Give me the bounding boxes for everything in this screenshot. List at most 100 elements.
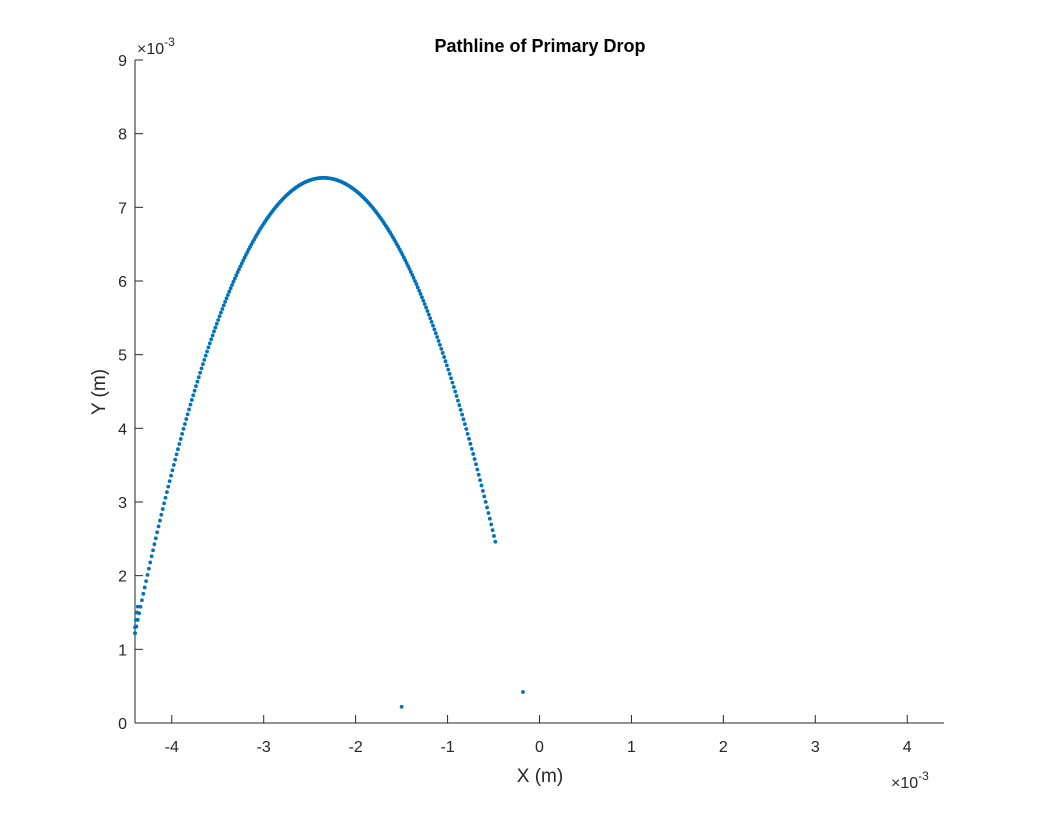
scatter-point [411,276,416,280]
y-tick-label: 5 [118,348,127,365]
scatter-point [426,312,431,317]
scatter-point [164,490,169,495]
scatter-point [241,258,246,263]
scatter-point [225,293,230,297]
x-ticks: -4 -3 -2 -1 0 1 2 3 4 [165,715,912,756]
scatter-point [435,335,440,339]
scatter-point [158,518,162,523]
scatter-point [469,446,474,451]
scatter-point [202,357,207,362]
scatter-point [492,534,496,538]
scatter-point [209,337,214,342]
scatter-point [141,591,146,596]
scatter-point [163,495,168,500]
y-tick-label: 7 [118,200,127,217]
scatter-point [212,329,216,334]
x-exponent-power: -3 [918,769,929,783]
scatter-point [410,272,415,277]
y-exponent-power: -3 [164,35,175,49]
scatter-point [472,457,477,461]
scatter-point [151,548,155,553]
scatter-point [432,327,437,332]
scatter-series [133,175,525,709]
y-tick-label: 8 [118,127,127,144]
y-tick-label: 6 [118,274,127,291]
scatter-point [180,432,185,436]
y-ticks: 0 1 2 3 4 5 6 7 8 9 [118,53,143,733]
scatter-point [443,359,448,364]
scatter-point [133,631,137,636]
scatter-point [462,422,467,427]
scatter-point [201,362,205,367]
scatter-point [487,516,492,521]
scatter-point [417,288,422,293]
scatter-point [460,412,465,417]
scatter-point [145,572,150,577]
scatter-point [458,407,463,412]
scatter-point [239,261,244,266]
scatter-point [479,483,484,488]
scatter-point [228,286,233,291]
scatter-point [217,314,222,319]
x-exponent-base: ×10 [891,775,918,792]
scatter-point [178,437,183,441]
y-exponent-base: ×10 [137,41,164,58]
scatter-point [199,366,204,371]
scatter-point [135,604,140,609]
scatter-point [433,331,438,336]
scatter-point [207,341,212,346]
x-tick-label: 0 [535,739,544,756]
scatter-point [408,269,413,274]
scatter-point [403,258,408,263]
scatter-point [478,478,483,482]
y-tick-label: 3 [118,495,127,512]
scatter-point [155,530,160,535]
scatter-point [465,431,470,436]
scatter-point [457,403,462,408]
scatter-point [486,511,491,515]
scatter-point [153,536,158,541]
scatter-point [232,276,237,281]
scatter-point [166,484,171,489]
y-exponent-label: ×10-3 [137,35,175,58]
scatter-point [483,499,488,504]
scatter-point [134,610,139,615]
scatter-point [219,310,223,315]
scatter-point [471,452,476,456]
scatter-point [407,266,412,271]
scatter-point [404,261,409,266]
scatter-point [454,394,459,398]
scatter-point [447,371,452,376]
y-axis-label: Y (m) [89,369,110,415]
scatter-point [474,462,478,467]
scatter-point [490,528,495,533]
scatter-point [438,343,442,347]
scatter-point [475,467,480,472]
y-tick-label: 1 [118,642,127,659]
scatter-point [414,282,419,287]
scatter-point [428,316,433,321]
scatter-point [169,473,173,478]
scatter-point [521,690,525,694]
scatter-point [451,385,456,389]
scatter-point [176,447,180,452]
scatter-point [159,512,164,517]
scatter-point [485,505,489,510]
scatter-point [167,479,172,483]
x-tick-label: -3 [257,739,271,756]
scatter-point [436,339,441,343]
scatter-point [446,367,451,372]
scatter-point [183,422,187,426]
chart-title: Pathline of Primary Drop [434,36,645,56]
scatter-point [220,307,225,311]
scatter-point [399,704,404,709]
scatter-point [160,507,165,511]
scatter-point [227,289,232,294]
scatter-point [439,347,444,351]
scatter-point [418,291,423,296]
y-tick-label: 0 [118,716,127,733]
scatter-point [456,398,460,403]
x-tick-label: -1 [440,739,454,756]
scatter-point [422,302,427,306]
